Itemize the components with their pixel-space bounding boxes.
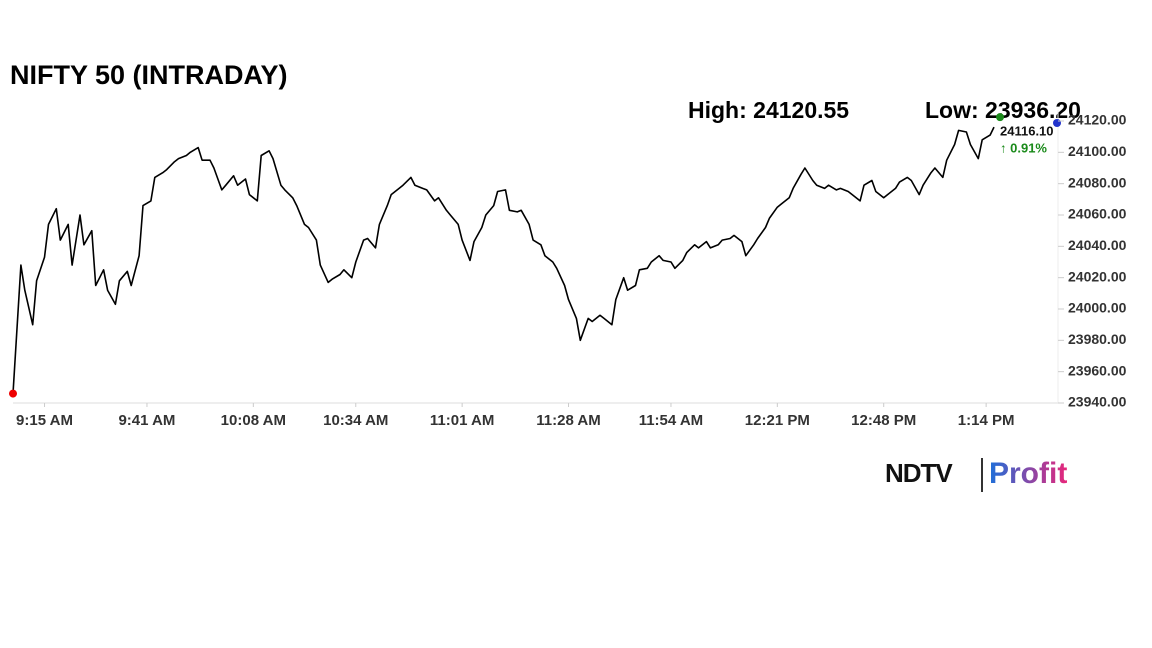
x-tick-label: 12:48 PM	[851, 412, 916, 429]
y-tick-label: 24040.00	[1068, 237, 1127, 253]
x-tick-label: 10:34 AM	[323, 412, 388, 429]
y-tick-label: 23980.00	[1068, 331, 1127, 347]
y-tick-label: 23940.00	[1068, 394, 1127, 410]
y-tick-label: 23960.00	[1068, 362, 1127, 378]
y-tick-label: 24100.00	[1068, 143, 1127, 159]
price-line	[12, 126, 995, 394]
chart-title: NIFTY 50 (INTRADAY)	[10, 60, 288, 90]
brand-ndtv: NDTV	[885, 458, 953, 488]
x-tick-label: 9:41 AM	[118, 412, 175, 429]
y-tick-label: 24020.00	[1068, 268, 1127, 284]
change-label: ↑ 0.91%	[1000, 141, 1047, 156]
start-dot	[9, 389, 17, 398]
y-tick-label: 24120.00	[1068, 112, 1127, 128]
y-tick-label: 24080.00	[1068, 174, 1127, 190]
x-tick-label: 1:14 PM	[958, 412, 1015, 429]
y-tick-label: 24060.00	[1068, 206, 1127, 222]
last-dot	[996, 113, 1005, 122]
x-tick-label: 12:21 PM	[745, 412, 810, 429]
x-tick-label: 11:28 AM	[536, 412, 600, 429]
last-value-label: 24116.10	[1000, 124, 1054, 139]
x-tick-label: 10:08 AM	[221, 412, 286, 429]
x-tick-label: 11:54 AM	[639, 412, 703, 429]
x-tick-label: 11:01 AM	[430, 412, 494, 429]
y-tick-label: 24000.00	[1068, 300, 1127, 316]
x-tick-label: 9:15 AM	[16, 412, 73, 429]
high-label: High: 24120.55	[688, 97, 849, 123]
brand-profit: Profit	[989, 457, 1067, 490]
marker-dot	[1053, 119, 1061, 127]
